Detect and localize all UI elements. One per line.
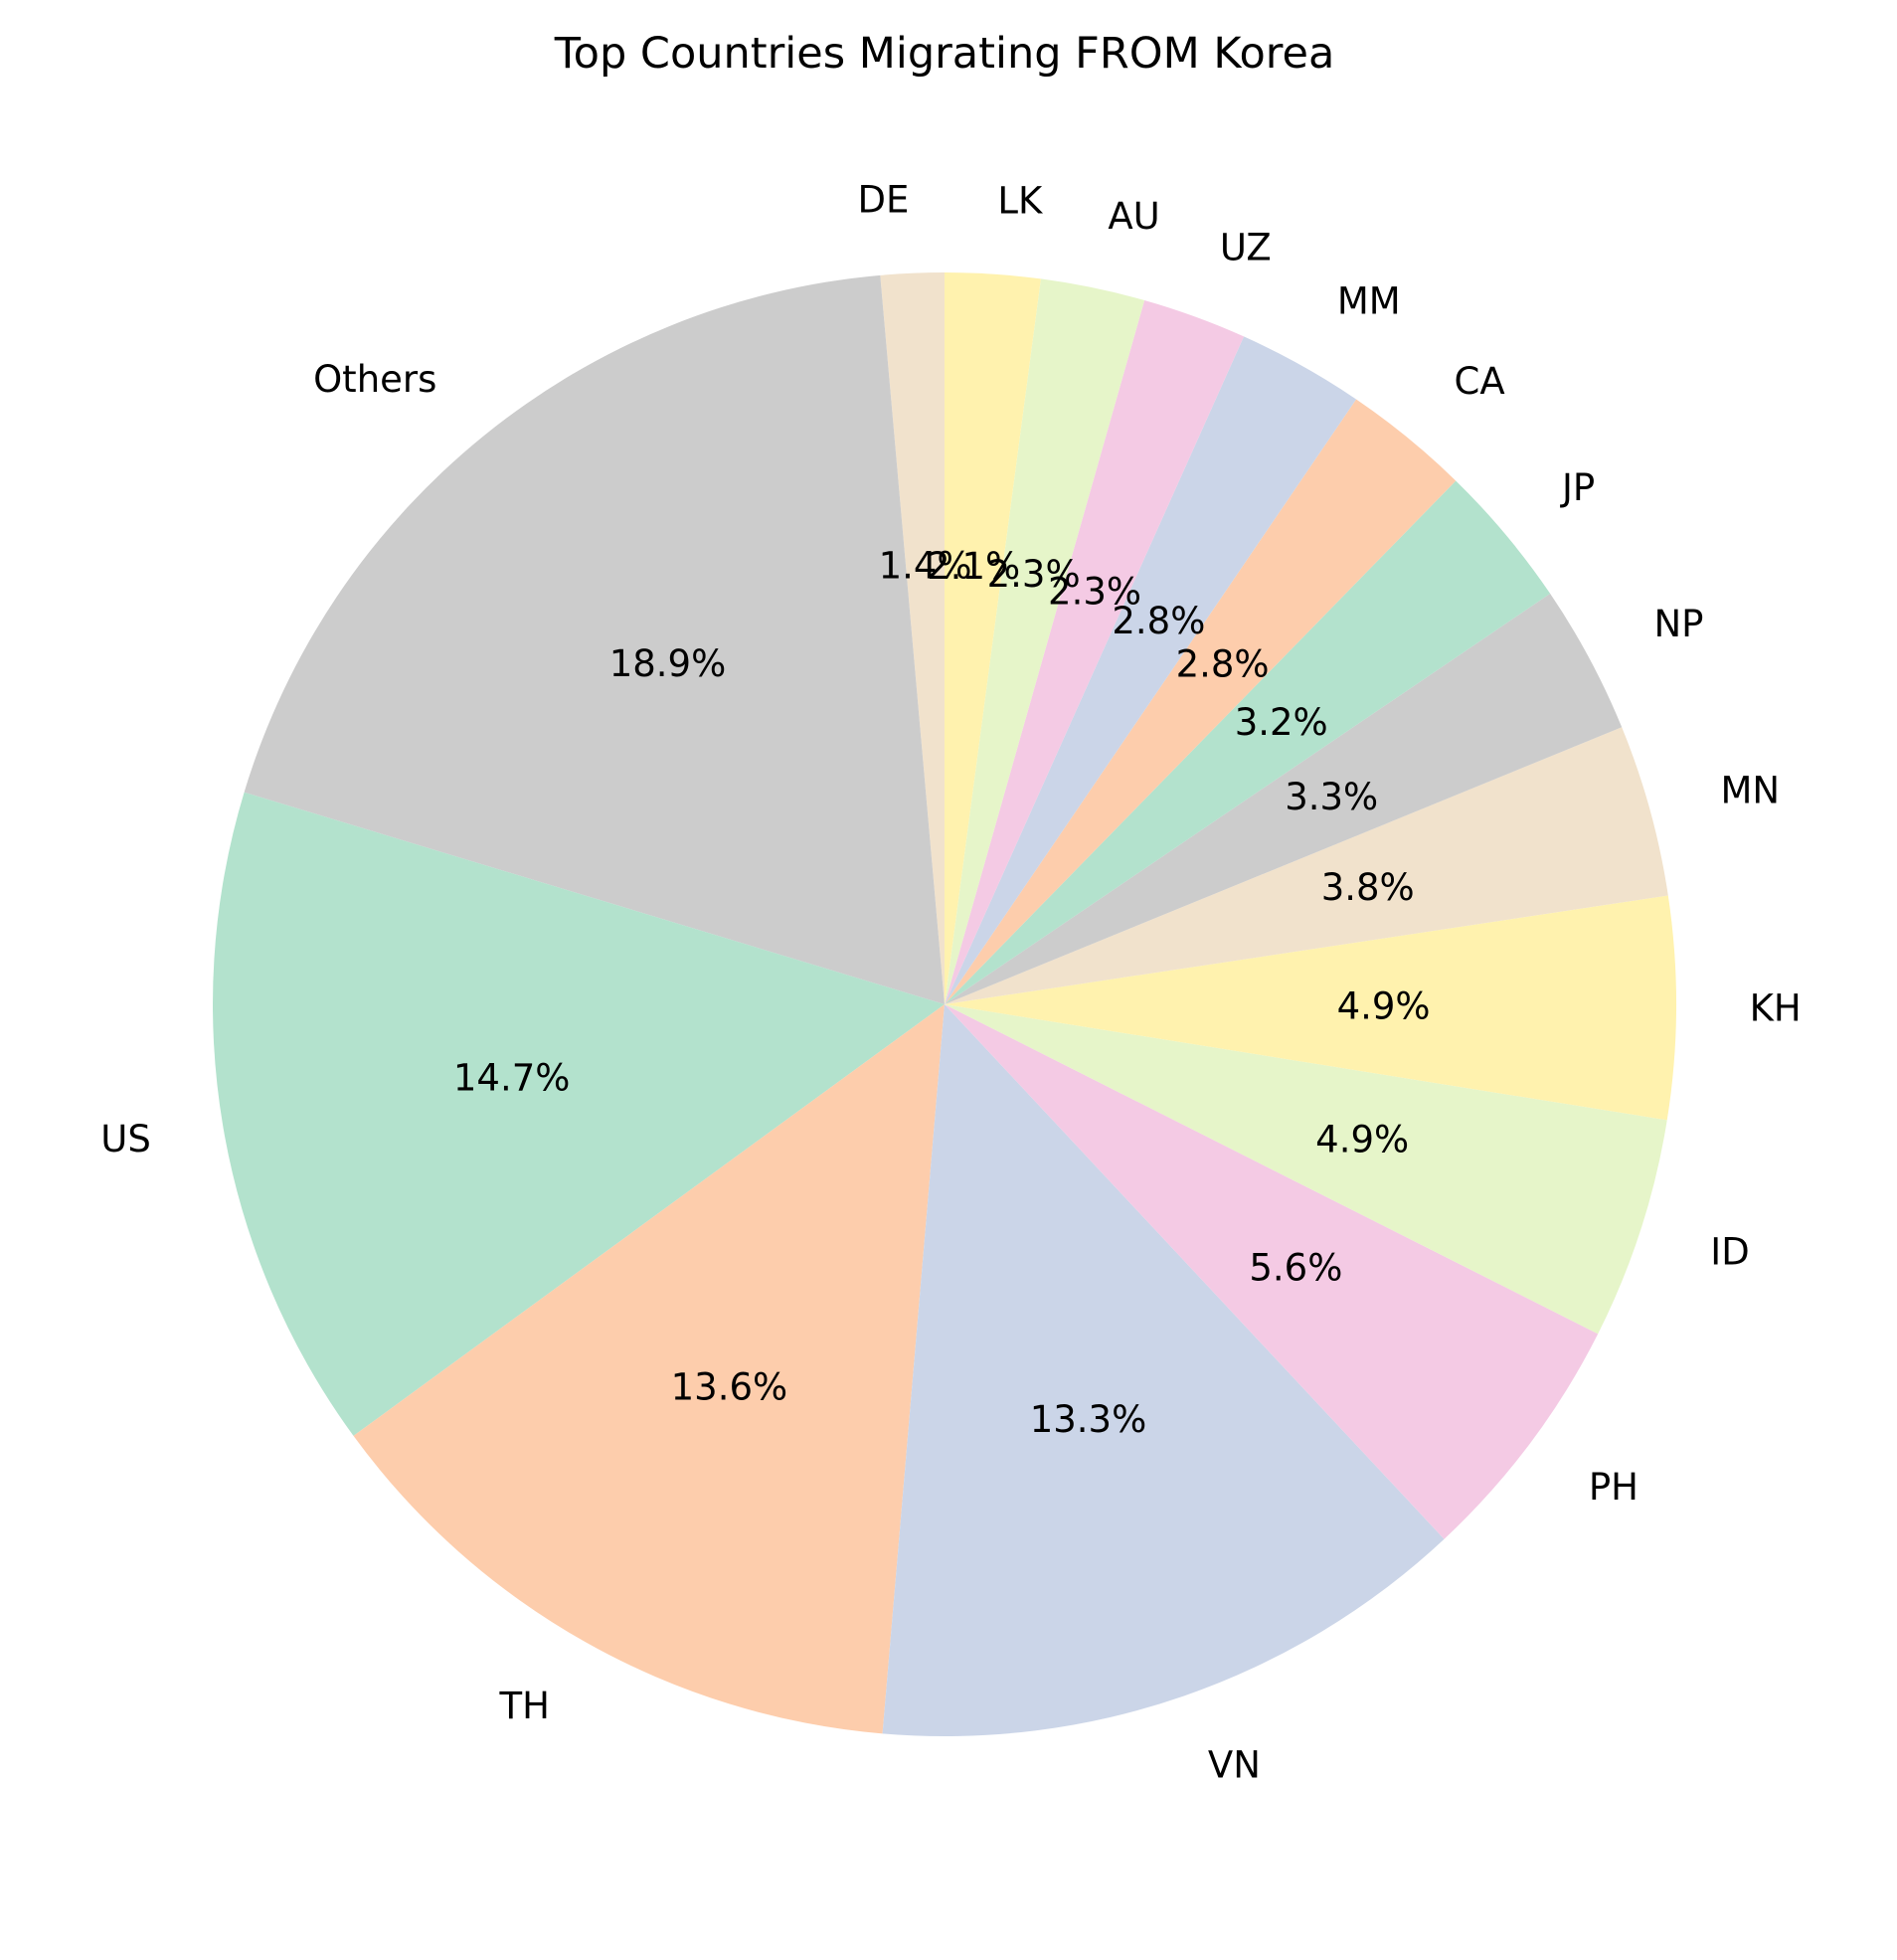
pie-slice-kh xyxy=(945,895,1677,1121)
pct-label-ph: 5.6% xyxy=(1249,1246,1342,1289)
slice-label-uz: UZ xyxy=(1220,227,1272,269)
pct-label-lk: 2.1% xyxy=(927,545,1020,588)
pie-slice-de xyxy=(880,272,945,1004)
pie-slice-us xyxy=(212,792,945,1436)
slice-labels: DE Others US TH VN PH ID KH MN NP JP CA MM UZ AU LK xyxy=(100,179,1801,1787)
slice-label-kh: KH xyxy=(1750,986,1802,1029)
pie-slice-id xyxy=(945,1004,1667,1335)
pct-label-uz: 2.3% xyxy=(1048,571,1141,614)
pct-label-mm: 2.8% xyxy=(1112,600,1205,642)
percent-labels: 1.4% 18.9% 14.7% 13.6% 13.3% 5.6% 4.9% 4.9% 3.8%… xyxy=(453,544,1431,1440)
pie-slice-au xyxy=(945,278,1145,1004)
slice-label-jp: JP xyxy=(1560,466,1595,509)
pct-label-kh: 4.9% xyxy=(1337,985,1431,1028)
slice-label-mm: MM xyxy=(1337,280,1401,323)
slice-label-vn: VN xyxy=(1208,1744,1261,1787)
slice-label-np: NP xyxy=(1654,603,1704,645)
pct-label-jp: 3.2% xyxy=(1235,701,1328,744)
pct-label-vn: 13.3% xyxy=(1030,1398,1147,1441)
pie-slice-jp xyxy=(945,480,1551,1005)
pie-slices xyxy=(212,272,1677,1736)
pie-slice-mm xyxy=(945,336,1357,1004)
slice-label-us: US xyxy=(100,1118,151,1160)
pie-slice-th xyxy=(353,1004,946,1734)
pct-label-us: 14.7% xyxy=(453,1056,571,1099)
pct-label-de: 1.4% xyxy=(879,544,972,587)
slice-label-th: TH xyxy=(499,1685,550,1727)
slice-label-lk: LK xyxy=(997,180,1044,223)
slice-label-ca: CA xyxy=(1455,360,1505,403)
pct-label-np: 3.3% xyxy=(1285,776,1378,818)
slice-label-others: Others xyxy=(313,358,436,401)
chart-title: Top Countries Migrating FROM Korea xyxy=(554,29,1335,79)
slice-label-de: DE xyxy=(857,179,909,222)
slice-label-id: ID xyxy=(1710,1231,1749,1274)
pie-slice-ca xyxy=(945,399,1457,1004)
slice-label-au: AU xyxy=(1108,195,1159,238)
pct-label-ca: 2.8% xyxy=(1176,643,1270,686)
pie-slice-ph xyxy=(945,1004,1599,1539)
pct-label-id: 4.9% xyxy=(1315,1118,1409,1160)
pie-slice-lk xyxy=(945,272,1041,1004)
slice-label-ph: PH xyxy=(1589,1466,1638,1509)
pie-slice-others xyxy=(244,274,945,1005)
pct-label-th: 13.6% xyxy=(671,1365,788,1408)
pie-slice-uz xyxy=(945,300,1245,1004)
pie-slice-mn xyxy=(945,727,1668,1004)
pct-label-others: 18.9% xyxy=(609,642,727,685)
slice-label-mn: MN xyxy=(1721,769,1781,811)
pie-slice-np xyxy=(945,593,1623,1004)
pct-label-mn: 3.8% xyxy=(1321,866,1415,909)
pct-label-au: 2.3% xyxy=(987,553,1081,596)
pie-slice-vn xyxy=(882,1004,1445,1736)
